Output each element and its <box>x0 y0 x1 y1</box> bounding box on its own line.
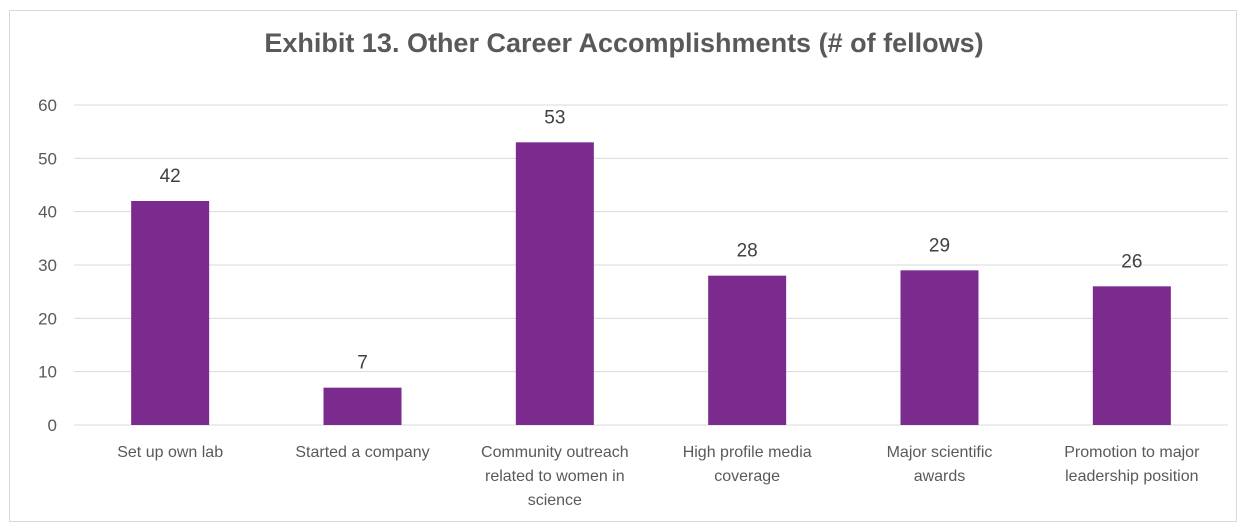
x-tick-label: High profile media <box>683 444 812 461</box>
x-tick-label: Started a company <box>295 444 429 461</box>
x-tick-label: coverage <box>714 468 780 485</box>
y-tick-label: 0 <box>48 416 57 435</box>
bar <box>708 275 787 425</box>
bar <box>515 142 594 426</box>
x-tick-label: Promotion to major <box>1064 444 1200 461</box>
chart-frame <box>9 10 1237 522</box>
y-tick-label: 20 <box>38 309 57 328</box>
y-tick-label: 30 <box>38 256 57 275</box>
data-label: 28 <box>737 241 758 262</box>
y-tick-label: 40 <box>38 203 57 222</box>
x-tick-label: science <box>528 492 582 509</box>
y-tick-label: 50 <box>38 149 57 168</box>
data-label: 42 <box>160 166 181 187</box>
chart-title: Exhibit 13. Other Career Accomplishments… <box>264 28 984 58</box>
x-tick-label: Major scientific <box>887 444 993 461</box>
y-tick-label: 60 <box>38 96 57 115</box>
x-tick-label: Set up own lab <box>117 444 223 461</box>
x-tick-label: awards <box>914 468 966 485</box>
y-tick-label: 10 <box>38 363 57 382</box>
data-label: 26 <box>1121 251 1142 272</box>
bar <box>1092 286 1171 425</box>
data-label: 29 <box>929 235 950 256</box>
x-tick-label: Community outreach <box>481 444 629 461</box>
x-tick-label: leadership position <box>1065 468 1198 485</box>
bar <box>131 201 210 425</box>
data-label: 7 <box>357 353 368 374</box>
data-label: 53 <box>544 107 565 128</box>
bar <box>900 270 979 425</box>
x-tick-label: related to women in <box>485 468 625 485</box>
bar <box>323 387 402 425</box>
